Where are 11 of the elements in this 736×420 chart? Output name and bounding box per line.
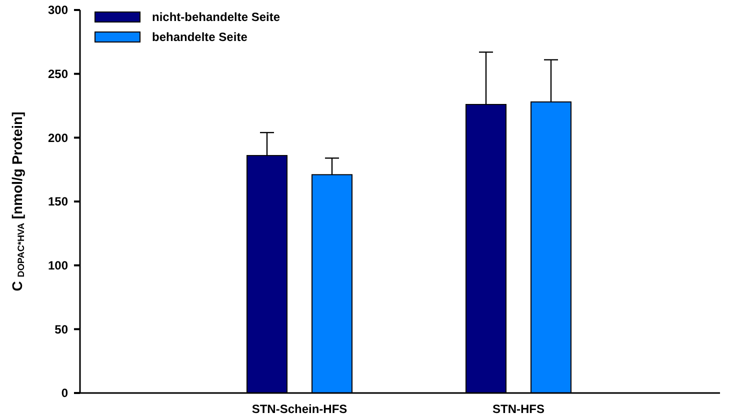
y-tick-label: 300 (48, 3, 68, 18)
y-tick-label: 150 (48, 194, 68, 209)
legend-label: behandelte Seite (152, 30, 248, 44)
y-tick-label: 0 (61, 386, 68, 400)
y-tick-label: 250 (48, 67, 68, 82)
y-tick-label: 50 (54, 322, 68, 336)
x-tick-label: STN-Schein-HFS (252, 402, 348, 416)
y-tick-label: 100 (48, 258, 68, 273)
y-tick-label: 200 (48, 130, 68, 145)
x-tick-label: STN-HFS (492, 402, 544, 416)
legend-label: nicht-behandelte Seite (152, 10, 280, 24)
